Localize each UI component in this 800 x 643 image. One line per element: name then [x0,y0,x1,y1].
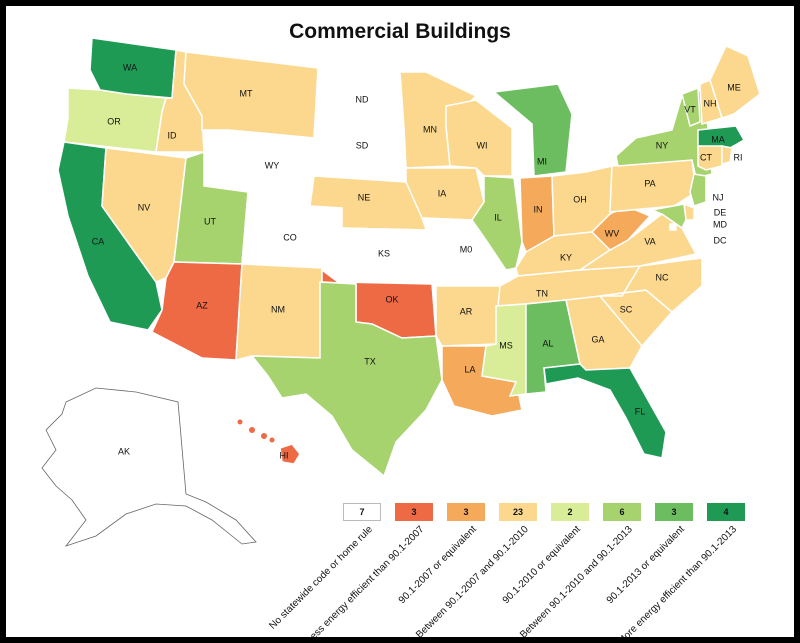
state-label-nm: NM [271,304,285,314]
state-label-la: LA [464,364,475,374]
state-label-wi: WI [477,140,488,150]
state-label-ca: CA [92,236,105,246]
state-label-vt: VT [684,104,696,114]
state-label-nj: NJ [713,192,724,202]
hawaii-island-2 [249,427,255,433]
state-label-ne: NE [358,192,371,202]
state-label-mn: MN [423,124,437,134]
state-label-pa: PA [644,178,655,188]
state-md[interactable] [649,203,687,230]
state-label-mi: MI [537,156,547,166]
state-hi[interactable] [279,443,301,465]
state-label-ct: CT [700,152,712,162]
state-label-id: ID [168,130,178,140]
state-label-ga: GA [591,334,604,344]
state-label-ia: IA [438,188,447,198]
state-fl[interactable] [543,363,667,459]
state-label-de: DE [714,207,727,217]
legend-swatch-more: 4 [707,503,745,521]
state-nc[interactable] [599,257,703,313]
us-map: WA OR CA ID NV MT WY UT CO AZ NM ND SD NE KS OK TX MN IA M0… [41,37,761,547]
hawaii-island-4 [269,437,275,443]
state-label-mt: MT [240,88,253,98]
state-vt[interactable] [681,86,701,128]
state-ri[interactable] [721,145,733,165]
state-ma[interactable] [697,125,746,149]
state-tx[interactable] [250,281,443,478]
state-wv[interactable] [590,205,652,251]
state-dc[interactable] [669,223,677,231]
state-label-ma: MA [711,134,725,144]
state-label-ut: UT [204,216,216,226]
state-label-nd: ND [356,94,369,104]
legend-swatch-eq2013: 3 [655,503,693,521]
state-label-oh: OH [573,194,587,204]
state-label-md: MD [713,219,727,229]
state-label-fl: FL [635,406,646,416]
state-wi[interactable] [445,99,513,177]
state-label-al: AL [542,338,553,348]
legend-swatch-eq2007: 3 [447,503,485,521]
state-co[interactable] [241,191,343,269]
state-label-ak: AK [118,446,130,456]
state-label-az: AZ [196,300,208,310]
state-ar[interactable] [435,285,501,347]
state-label-tx: TX [364,356,376,366]
state-label-hi: HI [280,450,289,460]
state-sd[interactable] [313,125,407,183]
state-label-sd: SD [356,140,369,150]
state-label-sc: SC [620,304,633,314]
state-label-ny: NY [656,140,669,150]
legend-swatch-b0710: 23 [499,503,537,521]
legend-swatch-eq2010: 2 [551,503,589,521]
state-label-wv: WV [605,228,620,238]
legend-swatch-less: 3 [395,503,433,521]
state-label-tn: TN [536,288,548,298]
state-ak[interactable] [41,387,257,547]
legend-swatch-b1013: 6 [603,503,641,521]
state-label-m0: M0 [460,244,473,254]
state-label-il: IL [494,212,502,222]
state-labels: WA OR CA ID NV MT WY UT CO AZ NM ND SD NE KS OK TX MN IA M0… [92,62,743,460]
state-label-wa: WA [123,62,137,72]
map-frame: Commercial Buildings [6,6,794,637]
state-label-ok: OK [385,294,398,304]
state-label-nv: NV [138,202,151,212]
state-label-va: VA [644,236,655,246]
hawaii-island-1 [237,419,243,425]
state-label-in: IN [534,204,543,214]
state-label-co: CO [283,232,297,242]
state-ct[interactable] [697,145,723,171]
state-mi[interactable] [492,83,573,177]
state-il[interactable] [471,175,523,271]
state-hi-group [237,419,301,465]
state-nj[interactable] [689,173,707,207]
state-label-dc: DC [714,235,727,245]
legend-swatch-none: 7 [343,503,381,521]
map-title: Commercial Buildings [289,20,511,43]
hawaii-island-3 [261,433,267,439]
state-label-ky: KY [560,252,572,262]
state-me[interactable] [709,45,761,119]
state-label-ms: MS [499,340,513,350]
state-label-ar: AR [460,306,473,316]
state-label-or: OR [107,116,121,126]
state-label-me: ME [727,82,741,92]
state-label-wy: WY [265,160,280,170]
state-label-ks: KS [378,248,390,258]
state-label-nh: NH [704,98,717,108]
state-label-nc: NC [656,272,669,282]
state-label-ri: RI [734,152,743,162]
